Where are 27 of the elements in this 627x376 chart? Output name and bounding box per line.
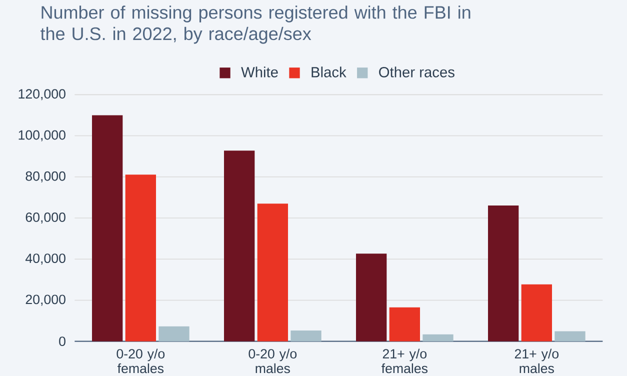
- legend-label: Black: [312, 66, 346, 78]
- y-tick-label: 20,000: [26, 294, 66, 306]
- x-tick-label: 21+ y/o females: [382, 348, 428, 374]
- x-tick-label: 21+ y/o males: [514, 348, 559, 374]
- y-tick-label: 0: [59, 336, 66, 346]
- bar: [224, 150, 255, 342]
- bar: [554, 331, 586, 342]
- bar: [521, 284, 552, 342]
- legend-label: White: [241, 66, 278, 78]
- chart-title: Number of missing persons registered with the FBI in the U.S. in 2022, by race/age/sex: [40, 6, 470, 44]
- bar: [125, 174, 156, 342]
- bar: [92, 115, 123, 342]
- bar: [356, 254, 387, 342]
- bar: [488, 205, 519, 342]
- y-tick-label: 100,000: [18, 130, 66, 142]
- legend-label: Other races: [379, 66, 454, 78]
- bar: [158, 326, 190, 342]
- x-tick-label: 0-20 y/o males: [248, 348, 297, 374]
- x-tick-label: 0-20 y/o females: [116, 348, 165, 374]
- bar: [290, 330, 322, 342]
- bar: [422, 334, 454, 342]
- bar: [257, 204, 288, 342]
- bar: [389, 307, 420, 342]
- y-tick-label: 60,000: [26, 212, 66, 224]
- y-tick-label: 120,000: [18, 89, 66, 100]
- y-tick-label: 40,000: [25, 254, 66, 265]
- y-tick-label: 80,000: [26, 171, 66, 182]
